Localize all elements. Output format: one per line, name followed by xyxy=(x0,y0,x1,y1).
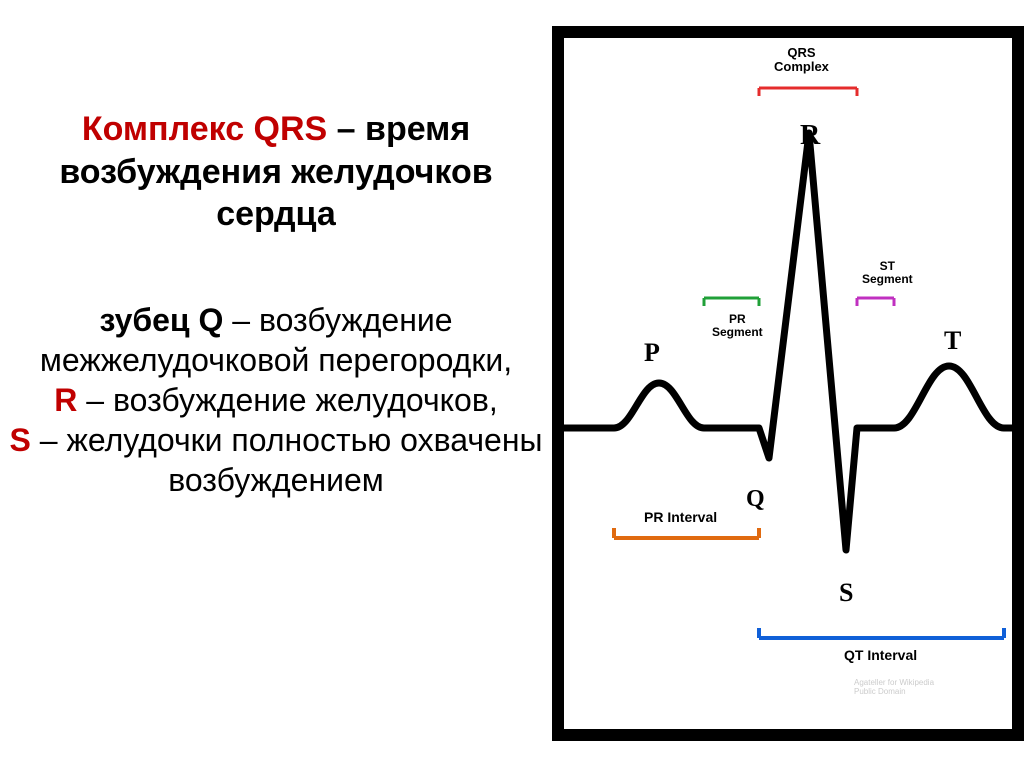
qrs-label: Комплекс QRS xyxy=(82,110,327,148)
ecg-diagram: P Q R S T QRSComplex PRSegment STSegment PR Inte… xyxy=(552,26,1024,741)
ecg-svg-wrap xyxy=(564,38,1012,729)
block-waves: зубец Q – возбуждение межжелудочковой пе… xyxy=(0,300,552,500)
s-line: S – желудочки полностью охвачены возбужд… xyxy=(0,420,552,500)
s-desc: – желудочки полностью охвачены возбужден… xyxy=(31,422,543,498)
slide-root: Комплекс QRS – время возбуждения желудоч… xyxy=(0,0,1024,767)
qrs-complex-label: QRSComplex xyxy=(774,46,829,75)
ecg-panel: P Q R S T QRSComplex PRSegment STSegment PR Inte… xyxy=(564,38,1012,729)
attribution-text: Agateller for WikipediaPublic Domain xyxy=(854,678,934,696)
r-line: R – возбуждение желудочков, xyxy=(0,380,552,420)
qt-interval-label: QT Interval xyxy=(844,648,917,663)
st-segment-label: STSegment xyxy=(862,260,913,286)
pr-segment-label: PRSegment xyxy=(712,313,763,339)
text-column: Комплекс QRS – время возбуждения желудоч… xyxy=(0,0,552,767)
q-wave-label: Q xyxy=(746,486,765,513)
q-line: зубец Q – возбуждение межжелудочковой пе… xyxy=(0,300,552,380)
r-label: R xyxy=(54,382,77,418)
t-wave-label: T xyxy=(944,326,961,356)
block-qrs: Комплекс QRS – время возбуждения желудоч… xyxy=(0,108,552,236)
r-desc: – возбуждение желудочков, xyxy=(77,382,497,418)
p-wave-label: P xyxy=(644,338,660,368)
s-wave-label: S xyxy=(839,578,853,608)
s-label: S xyxy=(10,422,31,458)
r-wave-label: R xyxy=(800,120,820,152)
pr-interval-label: PR Interval xyxy=(644,510,717,525)
q-label: зубец Q xyxy=(99,302,223,338)
